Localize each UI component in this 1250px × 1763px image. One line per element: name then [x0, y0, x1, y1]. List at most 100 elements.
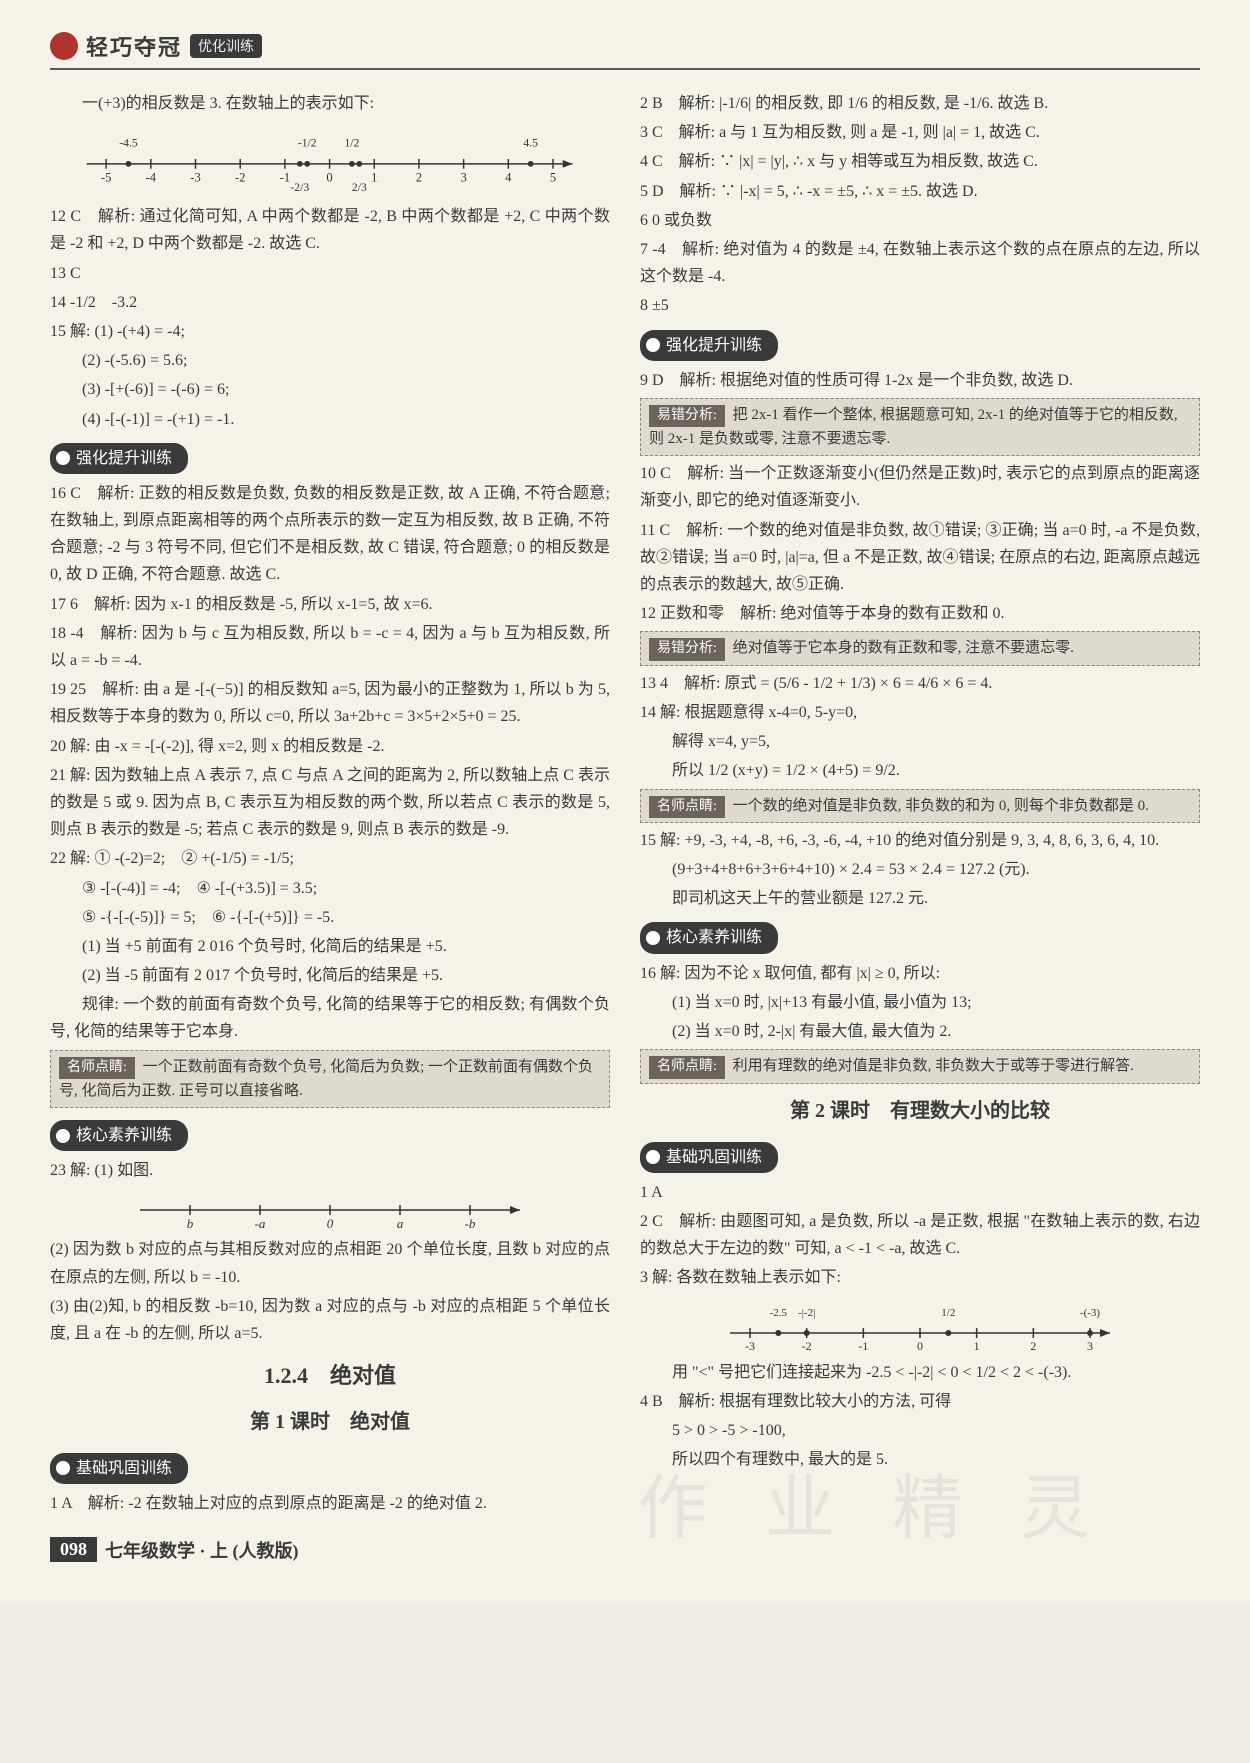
svg-text:-1: -1 [280, 171, 291, 185]
r-q12: 12 正数和零 解析: 绝对值等于本身的数有正数和 0. [640, 600, 1200, 627]
rr-q4-1: 4 B 解析: 根据有理数比较大小的方法, 可得 [640, 1388, 1200, 1415]
callout-title: 名师点睛: [649, 1056, 725, 1078]
r-q9: 9 D 解析: 根据绝对值的性质可得 1-2x 是一个非负数, 故选 D. [640, 367, 1200, 394]
footer-text: 七年级数学 · 上 (人教版) [105, 1537, 299, 1563]
r-q11: 11 C 解析: 一个数的绝对值是非负数, 故①错误; ③正确; 当 a=0 时… [640, 517, 1200, 599]
svg-text:-1: -1 [858, 1339, 868, 1353]
q19: 19 25 解析: 由 a 是 -[-(−5)] 的相反数知 a=5, 因为最小… [50, 676, 610, 730]
badge-reinforce-right: 强化提升训练 [640, 330, 778, 361]
svg-text:-4.5: -4.5 [120, 137, 139, 150]
svg-text:5: 5 [550, 171, 556, 185]
callout-teacher-2: 名师点睛: 一个数的绝对值是非负数, 非负数的和为 0, 则每个非负数都是 0. [640, 789, 1200, 823]
r-q15-3: 即司机这天上午的营业额是 127.2 元. [640, 885, 1200, 912]
q22-5: (2) 当 -5 前面有 2 017 个负号时, 化简后的结果是 +5. [50, 962, 610, 989]
callout-title: 易错分析: [649, 638, 725, 660]
callout-title: 易错分析: [649, 405, 725, 427]
q22-2: ③ -[-(-4)] = -4; ④ -[-(+3.5)] = 3.5; [50, 875, 610, 902]
callout-error-1: 易错分析: 把 2x-1 看作一个整体, 根据题意可知, 2x-1 的绝对值等于… [640, 398, 1200, 456]
heading-lesson2: 第 2 课时 有理数大小的比较 [640, 1094, 1200, 1128]
q23-2: (2) 因为数 b 对应的点与其相反数对应的点相距 20 个单位长度, 且数 b… [50, 1236, 610, 1290]
svg-text:a: a [397, 1216, 404, 1230]
svg-text:4: 4 [506, 171, 513, 185]
right-column: 2 B 解析: |-1/6| 的相反数, 即 1/6 的相反数, 是 -1/6.… [640, 88, 1200, 1519]
q15-3: (3) -[+(-6)] = -(-6) = 6; [50, 376, 610, 403]
left-q1: 1 A 解析: -2 在数轴上对应的点到原点的距离是 -2 的绝对值 2. [50, 1490, 610, 1517]
svg-text:-5: -5 [101, 171, 112, 185]
callout-body: 把 2x-1 看作一个整体, 根据题意可知, 2x-1 的绝对值等于它的相反数,… [649, 407, 1178, 447]
svg-text:1: 1 [372, 171, 378, 185]
svg-text:-3: -3 [745, 1339, 755, 1353]
page-footer: 098 七年级数学 · 上 (人教版) [50, 1537, 1200, 1563]
q22-4: (1) 当 +5 前面有 2 016 个负号时, 化简后的结果是 +5. [50, 933, 610, 960]
r-q13: 13 4 解析: 原式 = (5/6 - 1/2 + 1/3) × 6 = 4/… [640, 670, 1200, 697]
svg-text:4.5: 4.5 [524, 137, 539, 150]
r-q16-3: (2) 当 x=0 时, 2-|x| 有最大值, 最大值为 2. [640, 1018, 1200, 1045]
svg-text:-1/2: -1/2 [298, 137, 317, 150]
r-q14-2: 解得 x=4, y=5, [640, 728, 1200, 755]
svg-text:b: b [187, 1216, 194, 1230]
q18: 18 -4 解析: 因为 b 与 c 互为相反数, 所以 b = -c = 4,… [50, 620, 610, 674]
r-q6: 6 0 或负数 [640, 207, 1200, 234]
callout-teacher-1: 名师点睛: 一个正数前面有奇数个负号, 化简后为负数; 一个正数前面有偶数个负号… [50, 1050, 610, 1108]
numberline-2: b-a0a-b [130, 1190, 530, 1230]
r-q3: 3 C 解析: a 与 1 互为相反数, 则 a 是 -1, 则 |a| = 1… [640, 119, 1200, 146]
svg-text:-2.5: -2.5 [770, 1307, 788, 1319]
r-q4: 4 C 解析: ∵ |x| = |y|, ∴ x 与 y 相等或互为相反数, 故… [640, 148, 1200, 175]
rr-q4-2: 5 > 0 > -5 > -100, [640, 1417, 1200, 1444]
heading-lesson1: 第 1 课时 绝对值 [50, 1405, 610, 1439]
logo-icon [50, 32, 78, 60]
svg-text:1/2: 1/2 [941, 1307, 955, 1319]
q21: 21 解: 因为数轴上点 A 表示 7, 点 C 与点 A 之间的距离为 2, … [50, 762, 610, 844]
badge-reinforce-left: 强化提升训练 [50, 443, 188, 474]
r-q16-1: 16 解: 因为不论 x 取何值, 都有 |x| ≥ 0, 所以: [640, 960, 1200, 987]
svg-text:2: 2 [416, 171, 422, 185]
svg-text:3: 3 [461, 171, 467, 185]
page-number: 098 [50, 1537, 97, 1562]
numberline-3: -3-2-10123-2.5-|-2|1/2-(-3) [710, 1298, 1130, 1353]
callout-body: 绝对值等于它本身的数有正数和零, 注意不要遗忘零. [733, 640, 1074, 656]
r-q15-1: 15 解: +9, -3, +4, -8, +6, -3, -6, -4, +1… [640, 827, 1200, 854]
q13: 13 C [50, 260, 610, 287]
q12: 12 C 解析: 通过化简可知, A 中两个数都是 -2, B 中两个数都是 +… [50, 203, 610, 257]
r-q14-3: 所以 1/2 (x+y) = 1/2 × (4+5) = 9/2. [640, 757, 1200, 784]
q14: 14 -1/2 -3.2 [50, 289, 610, 316]
callout-body: 一个数的绝对值是非负数, 非负数的和为 0, 则每个非负数都是 0. [733, 798, 1149, 814]
callout-title: 名师点睛: [649, 796, 725, 818]
q16: 16 C 解析: 正数的相反数是负数, 负数的相反数是正数, 故 A 正确, 不… [50, 480, 610, 589]
svg-text:-b: -b [465, 1216, 476, 1230]
r-q5: 5 D 解析: ∵ |-x| = 5, ∴ -x = ±5, ∴ x = ±5.… [640, 178, 1200, 205]
q23-3: (3) 由(2)知, b 的相反数 -b=10, 因为数 a 对应的点与 -b … [50, 1293, 610, 1347]
r-q8: 8 ±5 [640, 292, 1200, 319]
svg-text:1/2: 1/2 [345, 137, 360, 150]
svg-text:1: 1 [974, 1339, 980, 1353]
svg-text:-2/3: -2/3 [291, 181, 310, 193]
r-q7: 7 -4 解析: 绝对值为 4 的数是 ±4, 在数轴上表示这个数的点在原点的左… [640, 236, 1200, 290]
q23-head: 23 解: (1) 如图. [50, 1157, 610, 1184]
r-q10: 10 C 解析: 当一个正数逐渐变小(但仍然是正数)时, 表示它的点到原点的距离… [640, 460, 1200, 514]
callout-body: 利用有理数的绝对值是非负数, 非负数大于或等于零进行解答. [733, 1058, 1134, 1074]
rr-q3-head: 3 解: 各数在数轴上表示如下: [640, 1264, 1200, 1291]
svg-text:-4: -4 [146, 171, 157, 185]
r-q14-1: 14 解: 根据题意得 x-4=0, 5-y=0, [640, 699, 1200, 726]
heading-124: 1.2.4 绝对值 [50, 1357, 610, 1394]
numberline-1: -5-4-3-2-1012345-4.5-1/21/24.5-2/32/3 [77, 125, 582, 193]
q15-4: (4) -[-(-1)] = -(+1) = -1. [50, 406, 610, 433]
svg-text:-2: -2 [802, 1339, 812, 1353]
q15-1: 15 解: (1) -(+4) = -4; [50, 318, 610, 345]
svg-text:2: 2 [1030, 1339, 1036, 1353]
svg-text:0: 0 [327, 1216, 334, 1230]
svg-text:-2: -2 [235, 171, 246, 185]
badge-core-left: 核心素养训练 [50, 1120, 188, 1151]
r-q15-2: (9+3+4+8+6+3+6+4+10) × 2.4 = 53 × 2.4 = … [640, 856, 1200, 883]
rr-q1: 1 A [640, 1179, 1200, 1206]
rr-q2: 2 C 解析: 由题图可知, a 是负数, 所以 -a 是正数, 根据 "在数轴… [640, 1208, 1200, 1262]
svg-text:0: 0 [917, 1339, 923, 1353]
rr-q4-3: 所以四个有理数中, 最大的是 5. [640, 1446, 1200, 1473]
callout-error-2: 易错分析: 绝对值等于它本身的数有正数和零, 注意不要遗忘零. [640, 631, 1200, 665]
svg-text:0: 0 [327, 171, 333, 185]
intro-text: 一(+3)的相反数是 3. 在数轴上的表示如下: [50, 90, 610, 117]
left-column: 一(+3)的相反数是 3. 在数轴上的表示如下: -5-4-3-2-101234… [50, 88, 610, 1519]
r-q16-2: (1) 当 x=0 时, |x|+13 有最小值, 最小值为 13; [640, 989, 1200, 1016]
badge-base-left: 基础巩固训练 [50, 1453, 188, 1484]
page-header: 轻巧夺冠 优化训练 [50, 30, 1200, 70]
